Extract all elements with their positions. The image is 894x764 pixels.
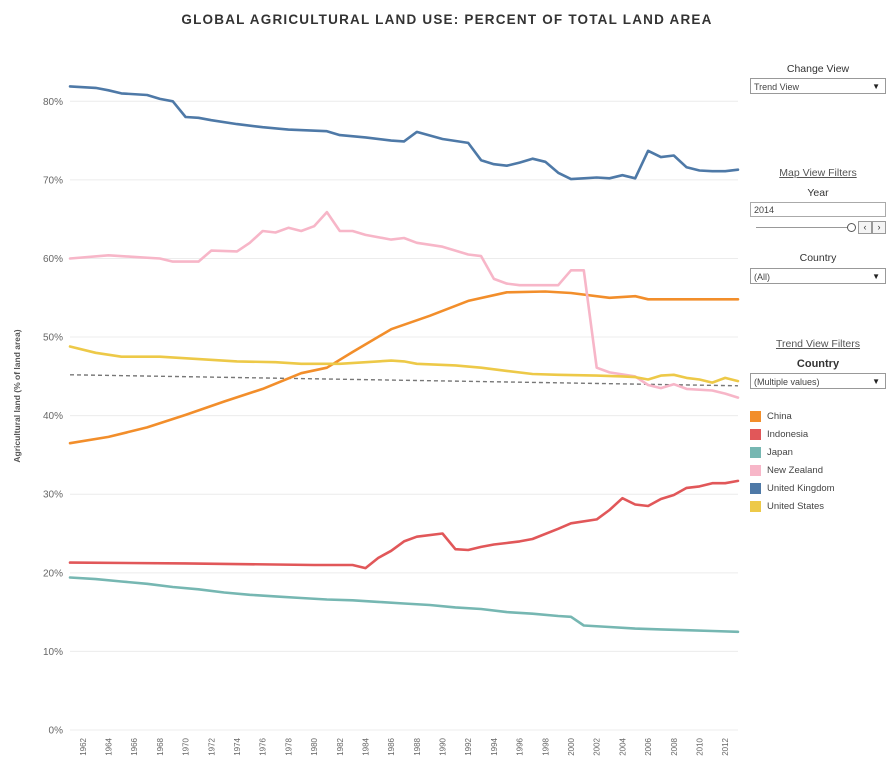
chevron-down-icon: ▼ [872, 82, 880, 91]
change-view-dropdown[interactable]: Trend View ▼ [750, 78, 886, 94]
map-view-filters-link[interactable]: Map View Filters [779, 167, 857, 179]
country-value: (All) [754, 272, 770, 282]
legend-swatch [750, 410, 761, 422]
chart-title: GLOBAL AGRICULTURAL LAND USE: PERCENT OF… [181, 12, 713, 27]
y-tick-label: 10% [43, 647, 63, 658]
legend-label: United States [767, 500, 825, 512]
chevron-down-icon: ▼ [872, 377, 880, 386]
trend-view-filters-link[interactable]: Trend View Filters [775, 338, 861, 350]
country-dropdown[interactable]: (All) ▼ [750, 268, 886, 284]
map-view-filters: Map View Filters Year 2014 ‹ › Country (… [750, 167, 886, 284]
x-tick-label: 1992 [464, 737, 473, 755]
legend: China Indonesia Japan New Zealand United Kin… [750, 407, 886, 515]
x-tick-label: 2010 [695, 737, 704, 755]
slider-thumb[interactable] [847, 223, 856, 232]
x-tick-label: 1966 [130, 737, 139, 755]
y-tick-label: 60% [43, 254, 63, 265]
series-line-united-kingdom [68, 85, 740, 181]
x-tick-label: 1970 [182, 737, 191, 755]
x-tick-label: 2012 [721, 737, 730, 755]
x-tick-label: 1988 [413, 737, 422, 755]
x-tick-label: 2004 [618, 737, 627, 755]
y-tick-label: 80% [43, 97, 63, 108]
legend-item[interactable]: New Zealand [750, 461, 886, 479]
legend-label: Japan [767, 446, 793, 458]
step-forward-button[interactable]: › [872, 221, 886, 234]
trend-country-label: Country [796, 358, 840, 370]
reference-line [69, 374, 739, 387]
x-tick-label: 1980 [310, 737, 319, 755]
chevron-down-icon: ▼ [872, 272, 880, 281]
x-tick-label: 1972 [207, 737, 216, 755]
legend-label: United Kingdom [767, 482, 835, 494]
series-line-japan [68, 576, 740, 634]
x-tick-label: 1982 [336, 737, 345, 755]
legend-item[interactable]: United Kingdom [750, 479, 886, 497]
legend-swatch [750, 428, 761, 440]
trend-country-dropdown[interactable]: (Multiple values) ▼ [750, 373, 886, 389]
y-tick-label: 30% [43, 490, 63, 501]
x-tick-label: 2002 [593, 737, 602, 755]
slider-track [756, 227, 850, 228]
legend-swatch [750, 500, 761, 512]
series-line-china [68, 290, 740, 445]
x-tick-label: 1996 [516, 737, 525, 755]
legend-swatch [750, 446, 761, 458]
x-tick-label: 1964 [105, 737, 114, 755]
legend-item[interactable]: United States [750, 497, 886, 515]
x-tick-label: 1976 [259, 737, 268, 755]
x-tick-label: 1962 [79, 737, 88, 755]
legend-item[interactable]: Japan [750, 443, 886, 461]
y-tick-label: 70% [43, 175, 63, 186]
x-tick-label: 2006 [644, 737, 653, 755]
series-line-indonesia [68, 479, 740, 570]
legend-item[interactable]: China [750, 407, 886, 425]
y-axis-title: Agricultural land (% of land area) [12, 329, 22, 462]
y-tick-label: 0% [49, 726, 64, 737]
series-line-new-zealand [68, 210, 740, 399]
x-tick-label: 1974 [233, 737, 242, 755]
x-tick-label: 1968 [156, 737, 165, 755]
x-tick-label: 1978 [284, 737, 293, 755]
country-label: Country [799, 252, 837, 264]
step-back-button[interactable]: ‹ [858, 221, 872, 234]
x-tick-label: 2008 [670, 737, 679, 755]
legend-swatch [750, 482, 761, 494]
legend-label: China [767, 410, 792, 422]
legend-label: New Zealand [767, 464, 823, 476]
y-tick-label: 50% [43, 333, 63, 344]
year-input[interactable]: 2014 [750, 202, 886, 217]
change-view-control: Change View Trend View ▼ [750, 63, 886, 94]
x-tick-label: 1984 [361, 737, 370, 755]
legend-swatch [750, 464, 761, 476]
legend-item[interactable]: Indonesia [750, 425, 886, 443]
trend-view-filters: Trend View Filters Country (Multiple val… [750, 338, 886, 389]
trend-country-value: (Multiple values) [754, 377, 820, 387]
y-tick-label: 40% [43, 411, 63, 422]
year-slider[interactable]: ‹ › [750, 219, 886, 235]
legend-label: Indonesia [767, 428, 809, 440]
change-view-label: Change View [786, 63, 850, 75]
series-line-united-states [68, 345, 740, 384]
x-tick-label: 1998 [541, 737, 550, 755]
x-tick-label: 1986 [387, 737, 396, 755]
x-tick-label: 1994 [490, 737, 499, 755]
change-view-value: Trend View [754, 82, 800, 92]
x-tick-label: 1990 [439, 737, 448, 755]
x-tick-label: 2000 [567, 737, 576, 755]
year-label: Year [807, 187, 829, 199]
y-tick-label: 20% [43, 568, 63, 579]
